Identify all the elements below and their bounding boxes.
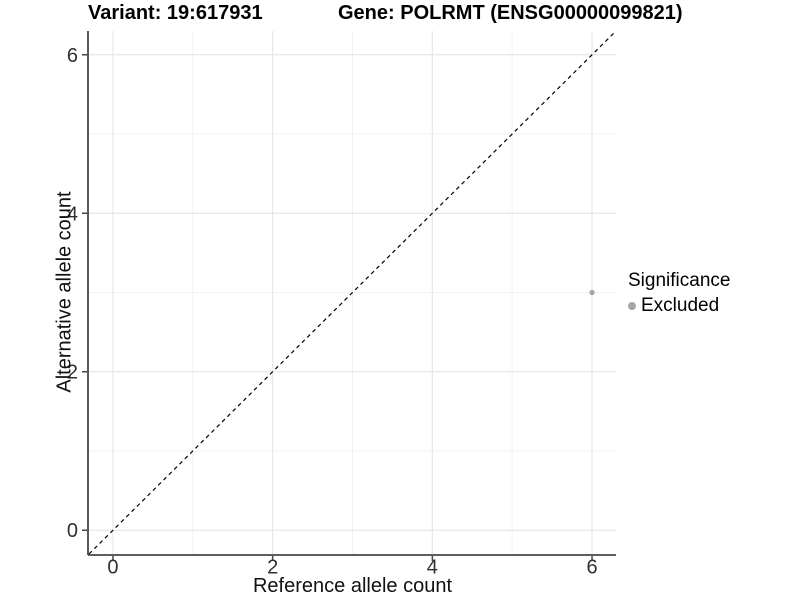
legend-point-icon (628, 302, 636, 310)
legend-item-label: Excluded (641, 295, 720, 316)
legend-item-excluded: Excluded (628, 295, 730, 317)
x-tick-label: 6 (586, 557, 597, 579)
y-tick-label: 2 (67, 362, 78, 384)
x-axis-title: Reference allele count (252, 575, 452, 597)
legend-title: Significance (628, 270, 731, 291)
x-tick-label: 0 (107, 557, 118, 579)
y-tick-label: 4 (67, 203, 78, 225)
x-tick-label: 4 (427, 557, 438, 579)
plot-title-gene: Gene: POLRMT (ENSG00000099821) (338, 2, 683, 24)
y-tick-label: 0 (67, 520, 78, 542)
y-tick-label: 6 (67, 45, 78, 67)
identity-reference-line (88, 30, 617, 555)
x-tick-label: 2 (267, 557, 278, 579)
plot-title-variant: Variant: 19:617931 (88, 2, 263, 24)
y-axis-title: Alternative allele count (53, 191, 76, 393)
data-point (589, 289, 595, 296)
legend: Significance Excluded (628, 270, 730, 317)
